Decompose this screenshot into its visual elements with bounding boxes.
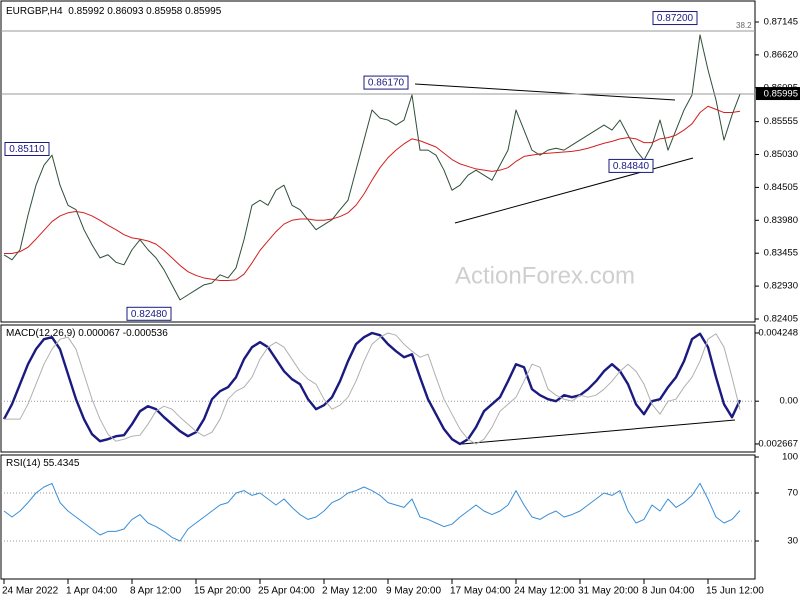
close: 0.85995 [185, 6, 222, 17]
x-tick-label: 2 May 12:00 [322, 586, 377, 597]
y-tick-label: 0.00 [780, 396, 799, 407]
current-price-box [756, 87, 800, 101]
y-tick-label: 0.87145 [764, 17, 798, 28]
x-tick-label: 17 May 04:00 [450, 586, 511, 597]
price-annotation: 0.85110 [9, 144, 45, 155]
series-line [4, 332, 741, 445]
price-annotation: 0.86170 [368, 78, 405, 89]
y-tick-label: 70 [787, 488, 798, 499]
price-header: EURGBP,H4 0.85992 0.86093 0.85958 0.8599… [6, 6, 222, 17]
y-tick-label: 100 [782, 452, 798, 463]
high: 0.86093 [107, 6, 144, 17]
price-annotation-box [126, 306, 172, 321]
macd-panel-frame [0, 324, 756, 453]
price-annotation-box [608, 158, 654, 173]
price-annotation: 0.84840 [613, 161, 650, 172]
open: 0.85992 [68, 6, 105, 17]
y-tick-label: 0.85030 [764, 149, 798, 160]
x-tick-label: 24 Mar 2022 [2, 586, 59, 597]
y-tick-label: 0.004248 [758, 328, 798, 339]
price-annotation-box [363, 75, 409, 90]
indicator: RSI(14) [6, 458, 40, 469]
fibonacci-label: 38.2 [736, 21, 752, 30]
y-tick-label: 30 [787, 536, 798, 547]
price-annotation-box [652, 11, 698, 26]
x-tick-label: 8 Apr 12:00 [130, 586, 182, 597]
x-tick-label: 24 May 12:00 [514, 586, 575, 597]
rsi-panel-frame [0, 454, 756, 580]
price-annotation: 0.82480 [131, 309, 168, 320]
indicator: MACD(12,26,9) [6, 328, 75, 339]
x-tick-label: 8 Jun 04:00 [642, 586, 695, 597]
price-annotation-box [4, 141, 50, 156]
y-tick-label: 0.82930 [764, 281, 798, 292]
price-panel-frame [0, 0, 756, 323]
y-tick-label: 0.86620 [764, 49, 798, 60]
symbol: EURGBP,H4 [6, 6, 63, 17]
series-line [3, 34, 741, 301]
trend-line [414, 83, 676, 101]
y-tick-label: -0.002667 [755, 439, 798, 450]
current-price-label: 0.85995 [764, 89, 798, 100]
y-tick-label: 0.83980 [764, 215, 798, 226]
rsi-value: 55.4345 [43, 458, 80, 469]
y-tick-label: 0.84505 [764, 182, 798, 193]
watermark: ActionForex.com [455, 262, 635, 289]
y-tick-label: 0.82405 [764, 314, 798, 325]
y-tick-label: 0.85555 [764, 116, 798, 127]
low: 0.85958 [146, 6, 183, 17]
series-line [4, 105, 741, 281]
x-tick-label: 15 Apr 20:00 [194, 586, 251, 597]
rsi-header: RSI(14) 55.4345 [6, 458, 80, 469]
macd-header: MACD(12,26,9) 0.000067 -0.000536 [6, 328, 168, 339]
signal-value: -0.000536 [123, 328, 168, 339]
x-tick-label: 31 May 20:00 [578, 586, 639, 597]
macd-trend-line [461, 419, 736, 445]
series-line [3, 482, 741, 542]
x-tick-label: 15 Jun 12:00 [706, 586, 764, 597]
macd-value: 0.000067 [78, 328, 120, 339]
price-annotation: 0.87200 [657, 13, 694, 24]
x-tick-label: 1 Apr 04:00 [66, 586, 118, 597]
x-tick-label: 9 May 20:00 [386, 586, 441, 597]
y-tick-label: 0.83455 [764, 248, 798, 259]
layout [0, 0, 756, 580]
x-tick-label: 25 Apr 04:00 [258, 586, 315, 597]
series-line [2, 331, 742, 446]
